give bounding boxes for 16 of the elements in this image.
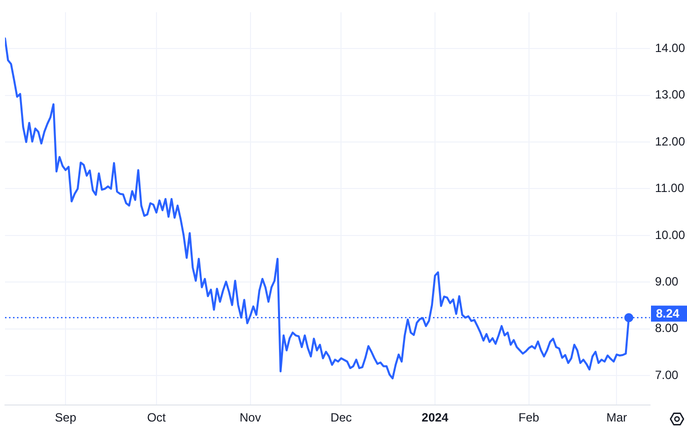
y-tick-label: 10.00: [655, 228, 686, 242]
ref-line-label: 8.24: [656, 306, 680, 320]
x-tick-label: Mar: [606, 410, 628, 425]
x-tick-label: Oct: [147, 410, 166, 425]
x-tick-label: 2024: [422, 410, 449, 425]
x-tick-label: Nov: [240, 410, 261, 425]
y-tick-label: 13.00: [655, 88, 686, 102]
x-tick-label: Dec: [330, 410, 352, 425]
y-tick-label: 8.00: [655, 321, 679, 336]
y-tick-label: 9.00: [655, 274, 679, 288]
x-tick-label: Feb: [518, 410, 540, 425]
y-tick-label: 7.00: [655, 368, 679, 382]
y-tick-label: 12.00: [655, 134, 686, 148]
x-tick-label: Sep: [54, 410, 77, 425]
y-tick-label: 11.00: [655, 181, 684, 196]
y-tick-label: 14.00: [655, 40, 686, 55]
